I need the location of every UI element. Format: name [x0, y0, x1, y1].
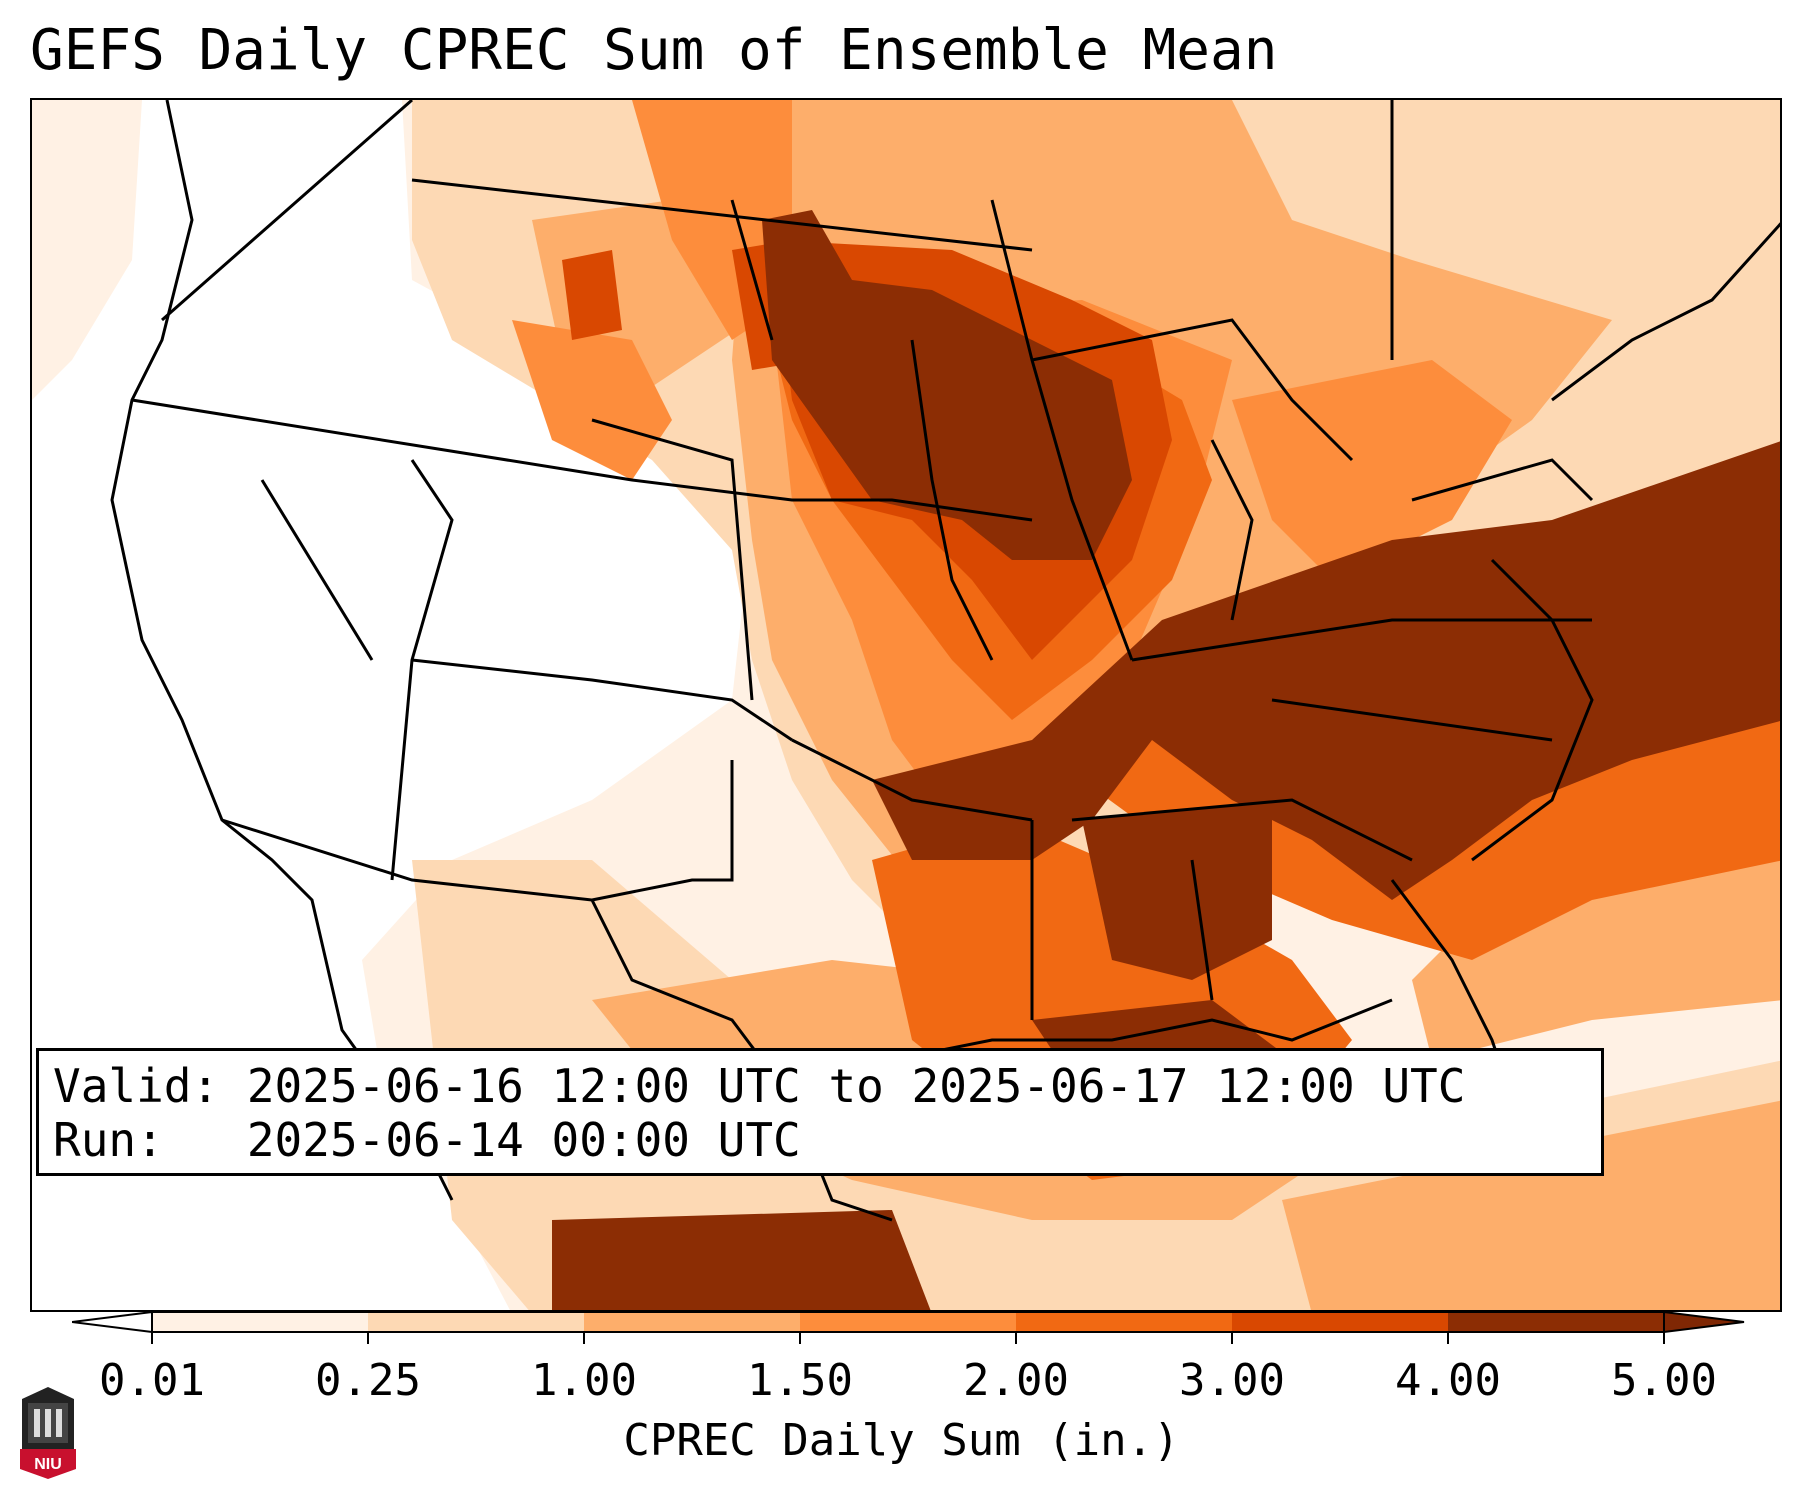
colorbar-segment — [152, 1312, 368, 1332]
logo-text: NIU — [34, 1456, 62, 1473]
colorbar-tick-label: 2.00 — [963, 1355, 1069, 1406]
colorbar-tick-label: 0.25 — [315, 1355, 421, 1406]
colorbar-segment — [584, 1312, 800, 1332]
colorbar — [72, 1310, 1745, 1344]
colorbar-tick-label: 1.00 — [531, 1355, 637, 1406]
valid-run-box: Valid: 2025-06-16 12:00 UTC to 2025-06-1… — [36, 1048, 1604, 1176]
colorbar-segment — [1232, 1312, 1448, 1332]
colorbar-segment — [1016, 1312, 1232, 1332]
colorbar-segment — [368, 1312, 584, 1332]
state-boundaries — [110, 100, 1780, 1222]
colorbar-segment — [1448, 1312, 1664, 1332]
colorbar-tick-label: 0.01 — [99, 1355, 205, 1406]
colorbar-tick-label: 3.00 — [1179, 1355, 1285, 1406]
colorbar-under-arrow — [72, 1310, 153, 1334]
colorbar-segment — [800, 1312, 1016, 1332]
valid-line: Valid: 2025-06-16 12:00 UTC to 2025-06-1… — [53, 1059, 1466, 1113]
niu-logo-icon: NIU — [20, 1387, 76, 1479]
colorbar-title: CPREC Daily Sum (in.) — [623, 1415, 1180, 1466]
colorbar-tick-label: 1.50 — [747, 1355, 853, 1406]
map-title: GEFS Daily CPREC Sum of Ensemble Mean — [30, 18, 1278, 83]
colorbar-over-arrow — [1663, 1310, 1745, 1334]
colorbar-tick-label: 4.00 — [1395, 1355, 1501, 1406]
colorbar-tick-label: 5.00 — [1611, 1355, 1717, 1406]
run-line: Run: 2025-06-14 00:00 UTC — [53, 1113, 801, 1167]
